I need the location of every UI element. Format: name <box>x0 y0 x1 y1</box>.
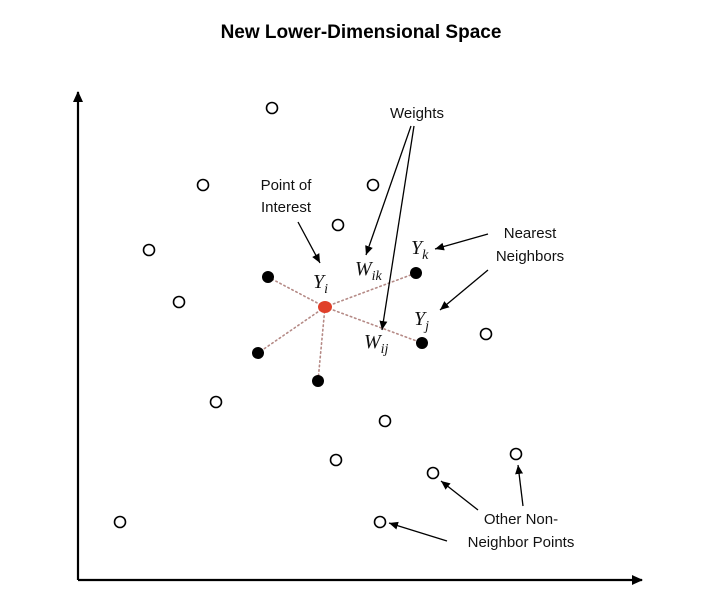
point-of-interest-arrow <box>297 221 321 264</box>
edge-to-neighbor-lower-left <box>257 306 326 354</box>
point-of-interest <box>318 301 332 313</box>
other-points-arrow-to-right <box>515 464 524 507</box>
non-neighbor-point <box>113 515 127 529</box>
diagram-title: New Lower-Dimensional Space <box>221 22 502 43</box>
point-of-interest-label-line1: Point of <box>261 177 313 194</box>
non-neighbor-point <box>331 218 345 232</box>
neighbor-point <box>312 375 324 387</box>
non-neighbor-point <box>373 515 387 529</box>
non-neighbor-point <box>426 466 440 480</box>
edge-to-neighbor-upper-left <box>267 276 326 308</box>
other-points-arrow-to-mid <box>440 480 479 511</box>
non-neighbor-point <box>265 101 279 115</box>
yj-label: Yj <box>414 308 429 334</box>
edge-to-yj <box>324 306 423 344</box>
non-neighbor-point <box>142 243 156 257</box>
non-neighbor-point <box>509 447 523 461</box>
nearest-neighbor-points <box>252 267 428 387</box>
neighbor-point <box>262 271 274 283</box>
neighbor-point-yj <box>416 337 428 349</box>
non-neighbor-point <box>329 453 343 467</box>
other-points-arrow-to-left <box>388 521 448 542</box>
non-neighbor-point <box>172 295 186 309</box>
weights-arrow-to-wij <box>379 125 415 331</box>
yk-label: Yk <box>411 237 429 263</box>
yi-label: Yi <box>313 271 328 297</box>
weights-label: Weights <box>390 105 444 122</box>
non-neighbor-point <box>196 178 210 192</box>
non-neighbor-point <box>378 414 392 428</box>
nearest-neighbors-label-line1: Nearest <box>504 225 557 242</box>
non-neighbor-point <box>209 395 223 409</box>
weights-arrow-to-wik <box>365 125 412 256</box>
nearest-neighbors-arrow-to-yj <box>439 269 489 311</box>
point-of-interest-label-line2: Interest <box>261 199 312 216</box>
non-neighbor-point <box>366 178 380 192</box>
other-points-label-line2: Neighbor Points <box>468 534 575 551</box>
neighbor-point <box>252 347 264 359</box>
edge-to-yk <box>324 272 417 308</box>
non-neighbor-point <box>479 327 493 341</box>
wik-label: Wik <box>355 258 383 284</box>
wij-label: Wij <box>364 331 389 357</box>
neighbor-point-yk <box>410 267 422 279</box>
nearest-neighbors-label-line2: Neighbors <box>496 248 564 265</box>
other-points-label-line1: Other Non- <box>484 511 558 528</box>
nearest-neighbors-arrow-to-yk <box>434 233 489 251</box>
non-neighbor-points <box>113 101 523 529</box>
edge-to-neighbor-below <box>317 306 326 382</box>
